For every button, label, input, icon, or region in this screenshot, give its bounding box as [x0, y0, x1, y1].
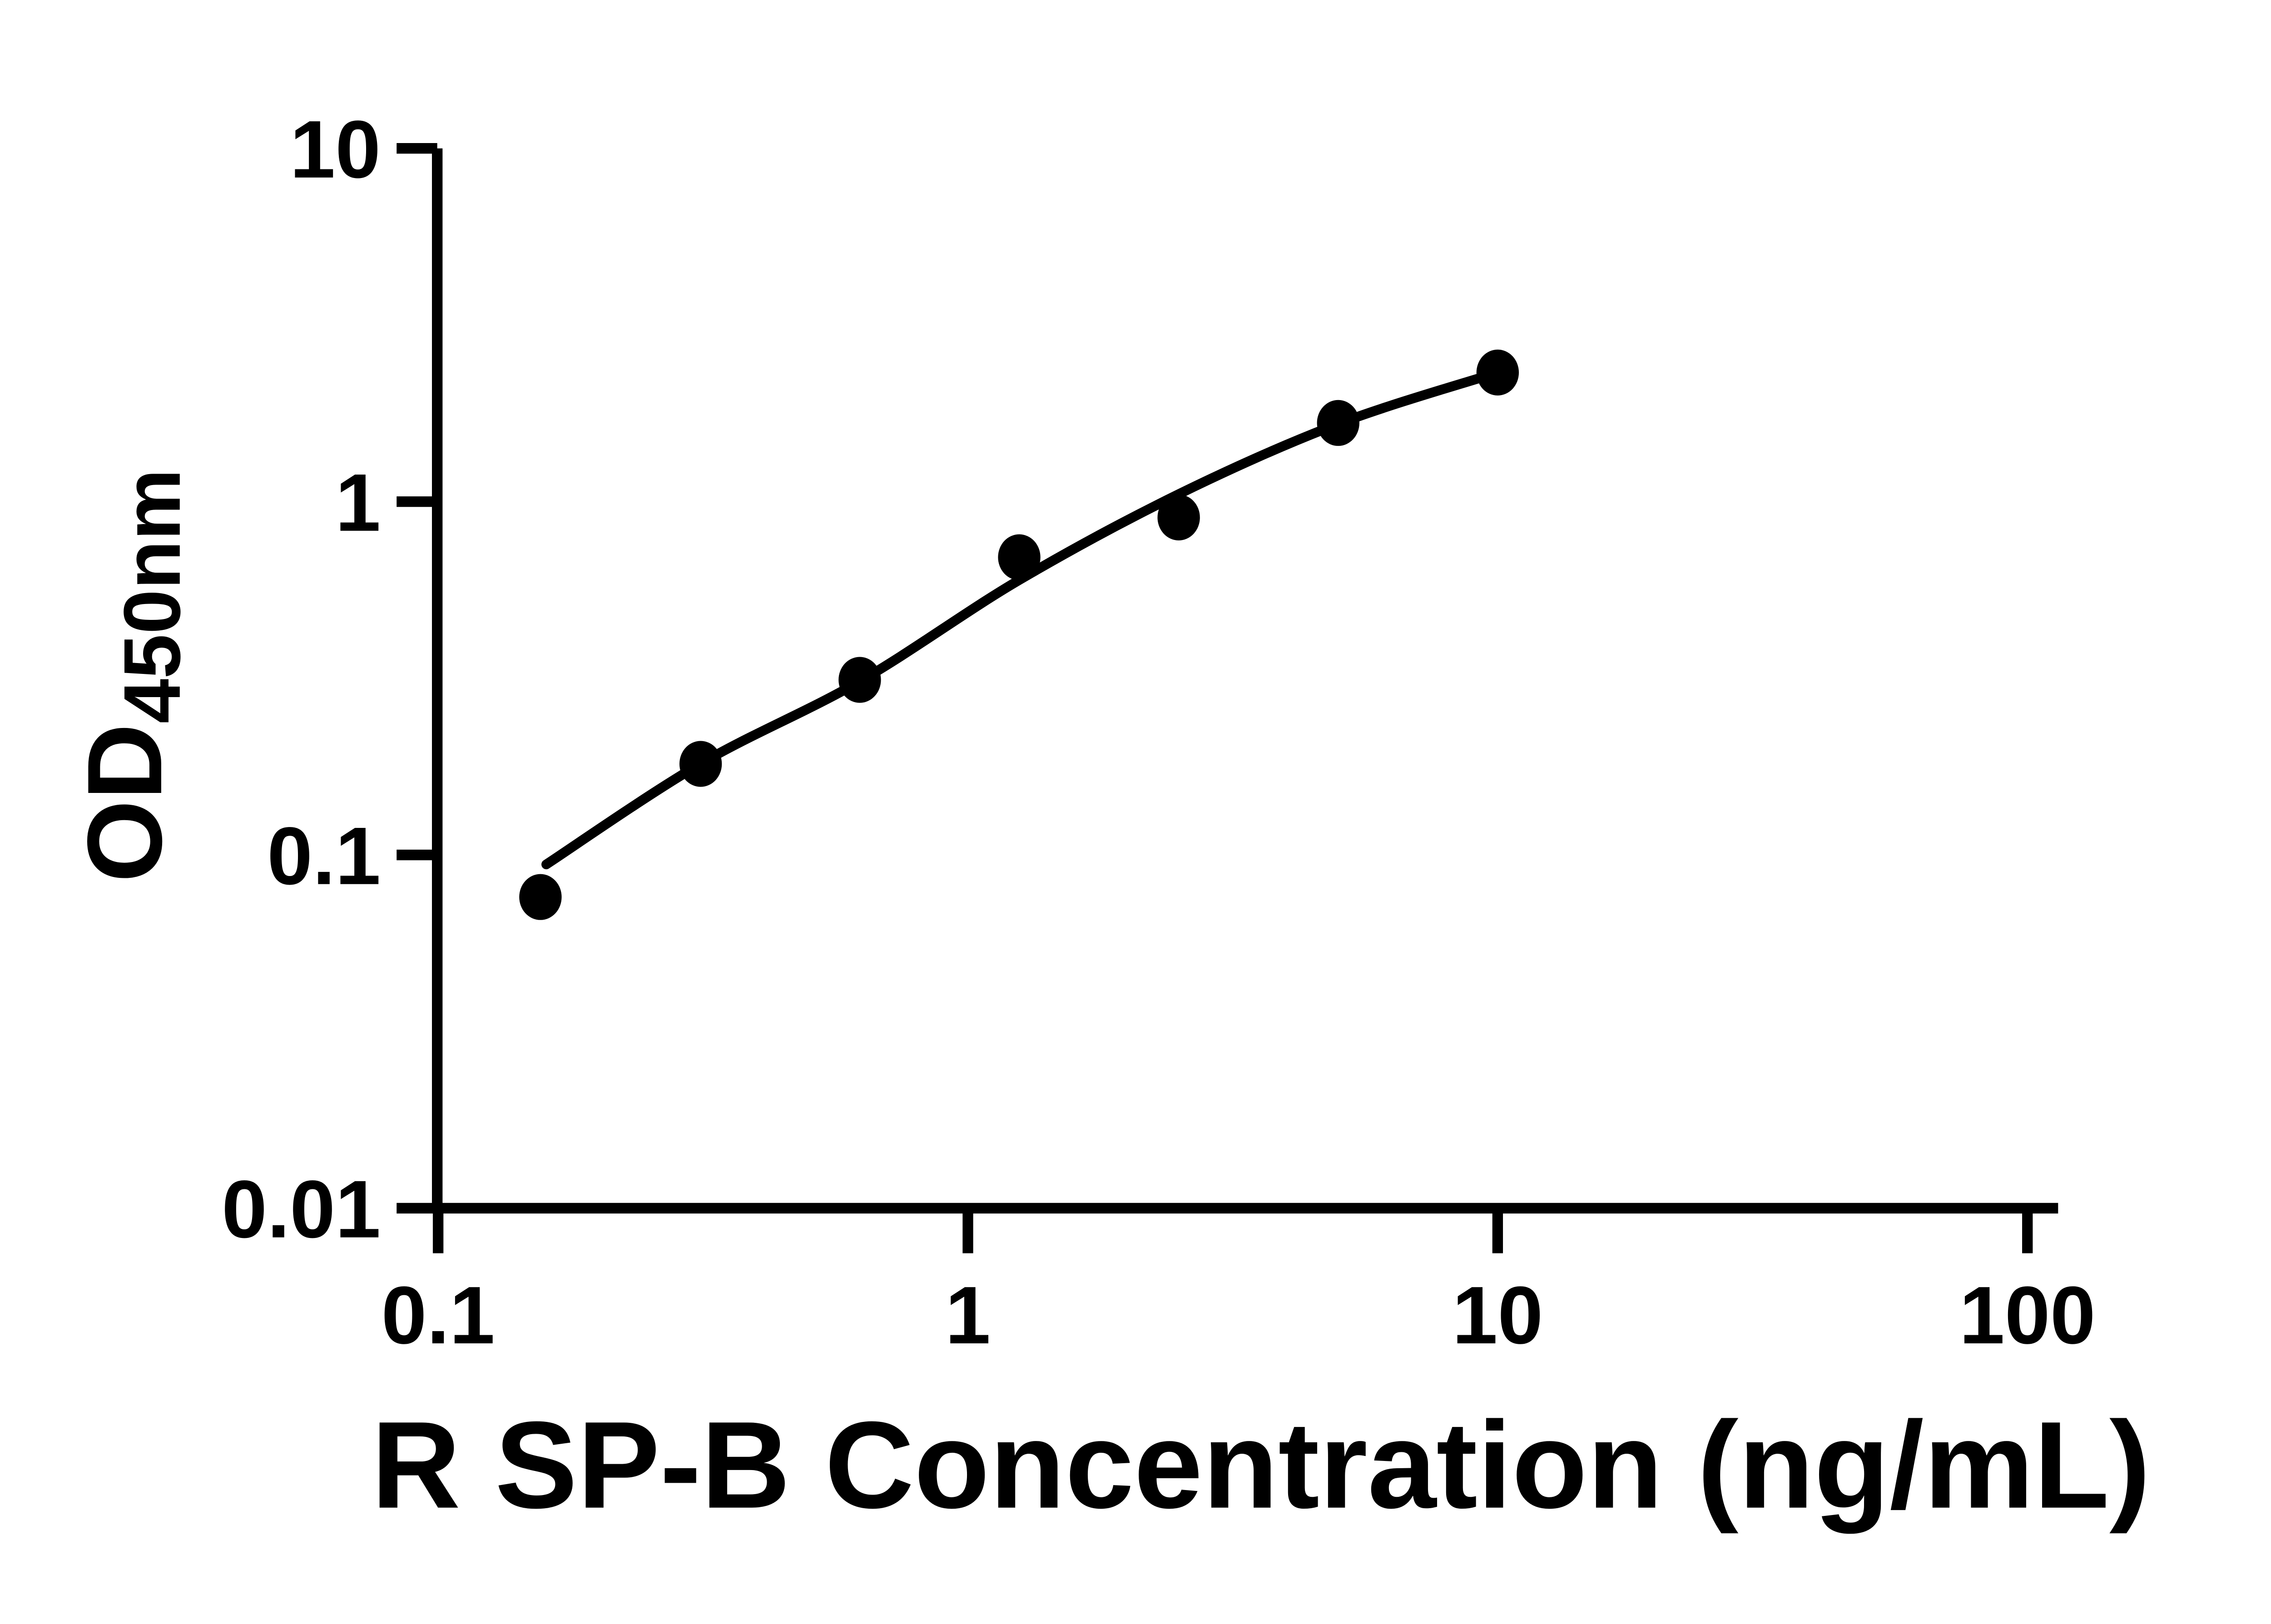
- y-tick-label: 0.01: [222, 1164, 381, 1255]
- data-point: [679, 741, 722, 787]
- x-tick-label: 1: [945, 1270, 991, 1361]
- data-point: [1317, 400, 1359, 446]
- y-tick-label: 0.1: [267, 811, 381, 902]
- fit-curve: [541, 367, 1503, 870]
- y-tick-label: 10: [290, 104, 381, 195]
- x-axis-title: R SP-B Concentration (ng/mL): [371, 1396, 2150, 1535]
- y-axis-title-main: OD: [66, 723, 184, 882]
- data-point: [838, 657, 881, 703]
- data-point: [519, 874, 562, 920]
- x-tick-label: 100: [1959, 1270, 2096, 1361]
- data-point: [998, 534, 1041, 580]
- y-axis-title-subscript: 450nm: [107, 469, 197, 723]
- data-point: [1476, 349, 1519, 396]
- x-tick-label: 0.1: [382, 1270, 495, 1361]
- x-tick-label: 10: [1452, 1270, 1543, 1361]
- elisa-standard-curve-figure: 0.01 0.1 1 10 0.1 1 10 100 R SP-B Concentration …: [65, 104, 2151, 1535]
- data-point: [1157, 494, 1200, 541]
- y-tick-label: 1: [335, 457, 381, 549]
- y-axis-title: OD450nm: [66, 469, 197, 882]
